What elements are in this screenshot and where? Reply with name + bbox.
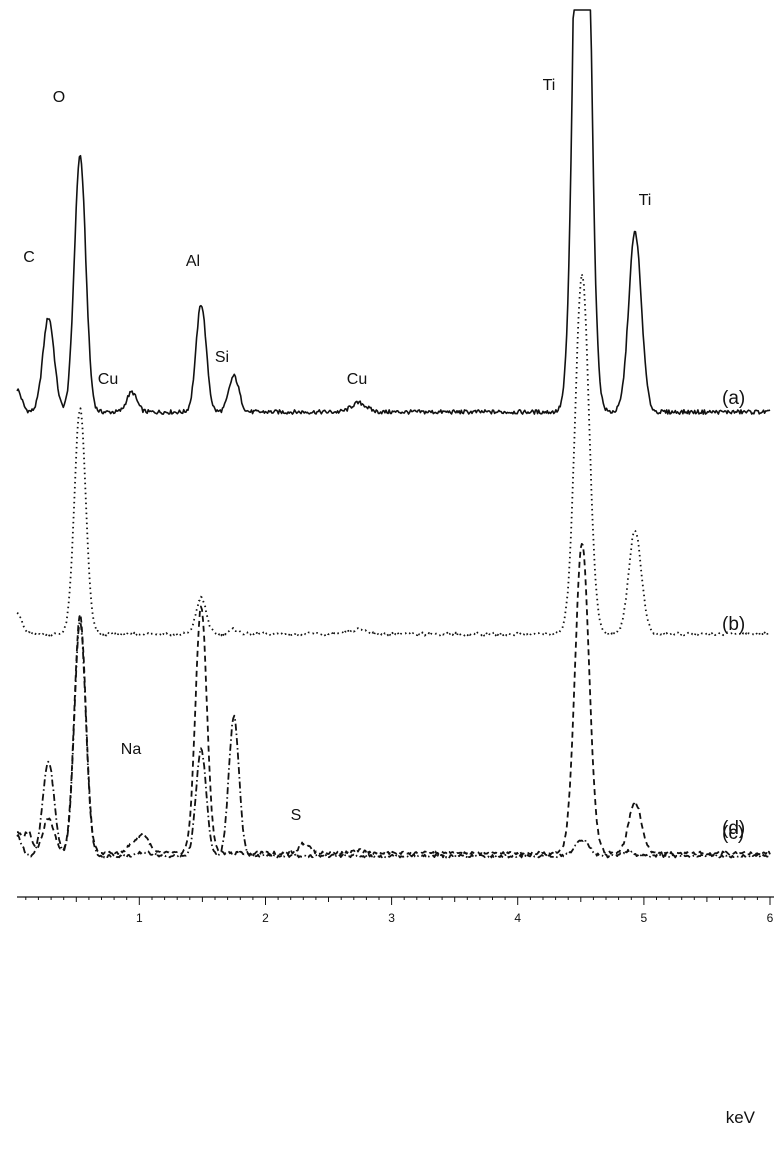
- trace-label-d: (d): [722, 818, 745, 839]
- x-tick-label: 2: [262, 911, 269, 925]
- labels-layer: (a) C O Cu Al Si Cu Ti Ti (b) (c) Na S (d): [23, 77, 745, 844]
- peak-label-o: O: [53, 89, 65, 106]
- x-tick-label: 5: [641, 911, 648, 925]
- trace-label-b: (b): [722, 614, 745, 635]
- peak-label-s: S: [291, 807, 302, 824]
- spectrum-line-c: [16, 543, 771, 856]
- x-axis: keV 1 2 3 4 5 6: [17, 896, 774, 1127]
- spectrum-trace-d: [16, 620, 771, 859]
- x-tick-label: 3: [388, 911, 395, 925]
- trace-label-a: (a): [722, 388, 745, 409]
- peak-label-ti: Ti: [543, 77, 556, 94]
- spectrum-trace-b: [16, 273, 771, 637]
- peak-label-si: Si: [215, 349, 229, 366]
- x-tick-label: 1: [136, 911, 143, 925]
- peak-label-ti: Ti: [639, 192, 652, 209]
- traces-layer: [16, 9, 771, 859]
- x-tick-label: 6: [767, 911, 774, 925]
- peak-label-c: C: [23, 249, 35, 266]
- spectrum-line-a: [16, 9, 771, 415]
- trace-label-c: (c): [722, 823, 744, 844]
- x-tick-label: 4: [514, 911, 521, 925]
- peak-label-na: Na: [121, 741, 142, 758]
- spectrum-trace-a: [16, 9, 771, 415]
- peak-label-al: Al: [186, 253, 200, 270]
- x-axis-unit-label: keV: [726, 1108, 756, 1127]
- peak-label-cu: Cu: [98, 371, 118, 388]
- peak-label-cu: Cu: [347, 371, 367, 388]
- spectrum-line-b: [16, 273, 771, 637]
- spectrum-trace-c: [16, 543, 771, 856]
- spectrum-line-d: [16, 620, 771, 859]
